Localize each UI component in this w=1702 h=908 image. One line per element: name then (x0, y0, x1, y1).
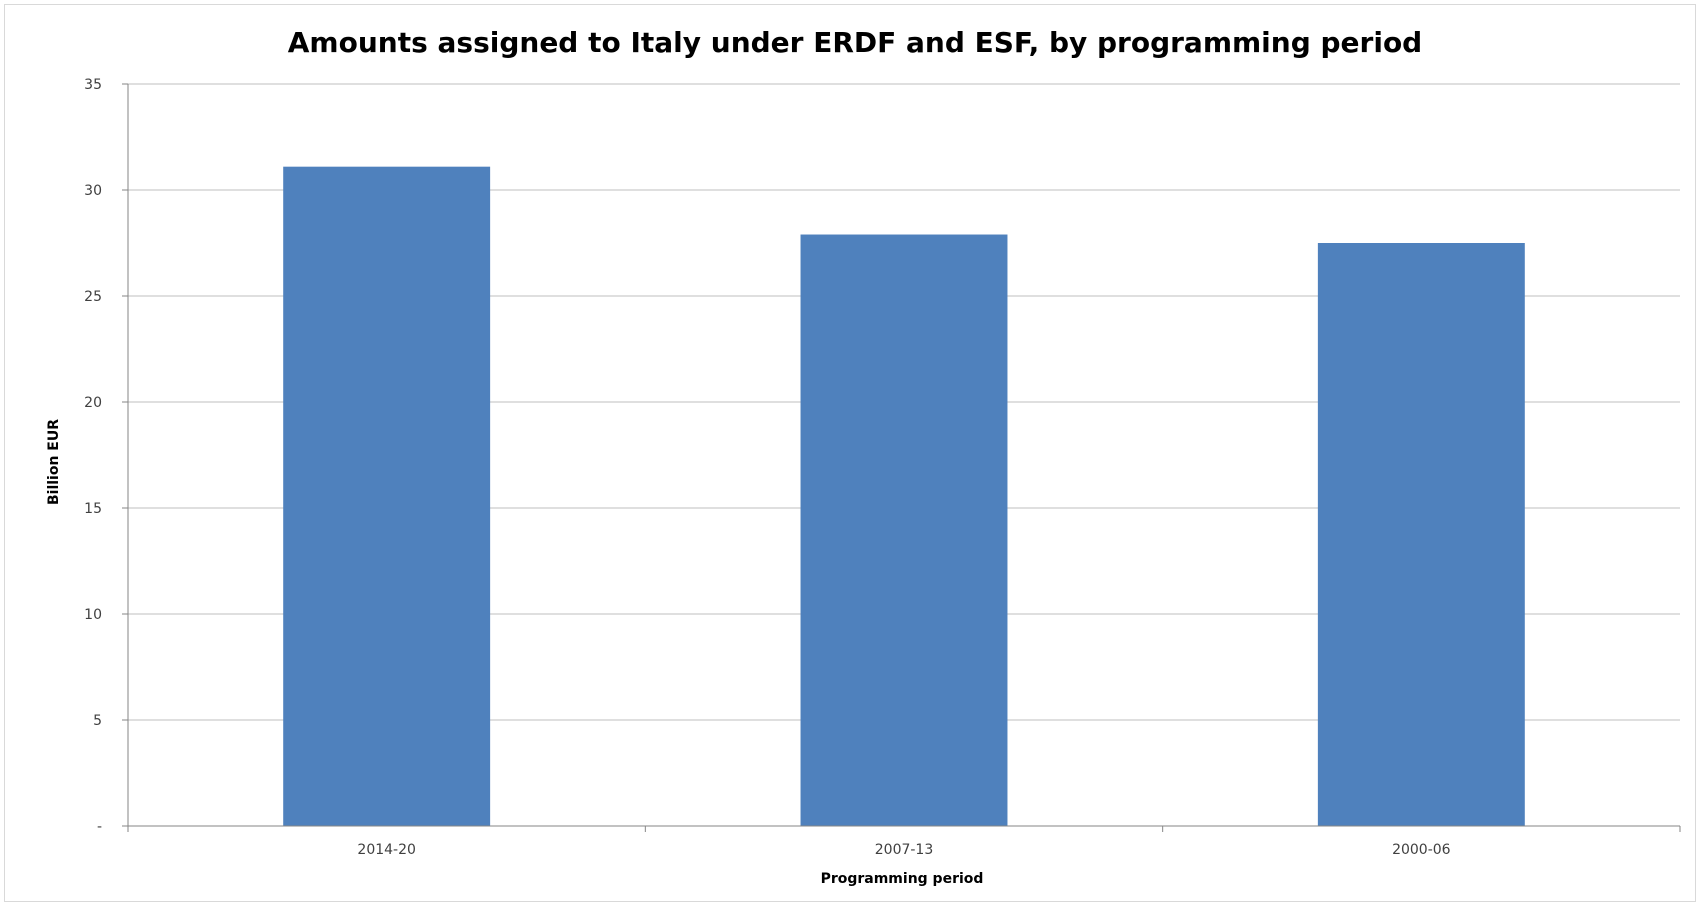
bar (1317, 243, 1525, 826)
y-tick-label: 5 (93, 713, 102, 729)
y-axis-title: Billion EUR (46, 419, 62, 505)
x-tick-label: 2014-20 (357, 842, 416, 858)
x-axis-title: Programming period (821, 871, 984, 887)
y-tick-label: - (97, 819, 102, 835)
y-tick-label: 15 (84, 501, 102, 517)
y-tick-label: 30 (84, 183, 102, 199)
y-tick-label: 35 (84, 77, 102, 93)
chart-title: Amounts assigned to Italy under ERDF and… (288, 26, 1422, 59)
axes (122, 83, 1681, 832)
y-tick-label: 10 (84, 607, 102, 623)
bar (800, 234, 1008, 826)
x-tick-label: 2007-13 (875, 842, 934, 858)
y-tick-label: 20 (84, 395, 102, 411)
bar (283, 166, 491, 826)
bars (283, 166, 1525, 826)
tick-labels: - 5 10 15 20 25 30 35 2014-20 2007-13 2000-06 (84, 77, 1450, 858)
x-tick-label: 2000-06 (1392, 842, 1451, 858)
y-tick-label: 25 (84, 289, 102, 305)
